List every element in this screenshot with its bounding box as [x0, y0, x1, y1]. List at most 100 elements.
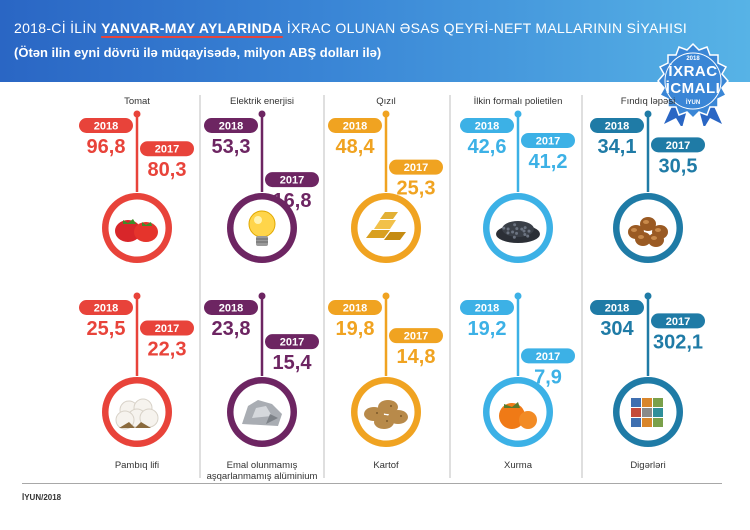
ixrac-icmali-badge: 2018 İXRAC İCMALI İYUN [650, 40, 736, 128]
year-2018-label: 2018 [605, 121, 629, 133]
export-item-card: 2018 25,5 2017 22,3 Pambıq lifi [79, 292, 194, 471]
export-item-card: 2018 96,8 2017 80,3 Tomat [79, 96, 194, 263]
footer-divider [22, 483, 722, 484]
value-2018: 53,3 [212, 136, 251, 158]
year-2017-label: 2017 [280, 175, 304, 187]
badge-month: İYUN [685, 100, 701, 106]
year-2018-pill [590, 118, 644, 133]
value-2018: 19,2 [468, 318, 507, 340]
export-item-card: 2018 19,2 2017 7,9 Xurma [460, 292, 575, 471]
connector-dot [644, 110, 652, 118]
tomato-icon [115, 219, 158, 242]
connector-dot [133, 292, 141, 300]
item-label: Fındıq ləpəsi [621, 96, 675, 107]
year-2018-pill [328, 300, 382, 315]
year-2017-pill [140, 320, 194, 336]
year-2018-label: 2018 [605, 303, 629, 315]
export-item-card: 2018 48,4 2017 25,3 Qızıl [328, 96, 443, 263]
title-highlight: YANVAR-MAY AYLARINDA [101, 20, 283, 36]
item-label: Tomat [124, 96, 150, 107]
badge-year: 2018 [686, 56, 700, 62]
year-2018-pill [79, 118, 133, 133]
year-2017-pill [521, 348, 575, 364]
year-2017-pill [265, 334, 319, 350]
year-2018-label: 2018 [475, 121, 499, 133]
value-2017: 80,3 [148, 159, 187, 181]
polyethylene-granules-icon [496, 221, 540, 243]
export-item-card: 2018 19,8 2017 14,8 Kartof [328, 292, 443, 471]
year-2017-label: 2017 [536, 135, 560, 147]
export-item-card: 2018 23,8 2017 15,4 Emal olunmamış aşqarlanma… [204, 292, 319, 482]
year-2018-label: 2018 [343, 303, 367, 315]
footer-text: İYUN/2018 [22, 493, 62, 502]
value-2017: 302,1 [653, 331, 703, 353]
item-label: Qızıl [376, 96, 396, 107]
export-item-card: 2018 42,6 2017 41,2 İlkin formalı polietilen [460, 96, 575, 263]
value-2017: 22,3 [148, 339, 187, 361]
connector-dot [514, 110, 522, 118]
persimmon-icon [499, 402, 537, 429]
year-2018-pill [460, 118, 514, 133]
year-2018-pill [328, 118, 382, 133]
year-2018-label: 2018 [94, 303, 118, 315]
value-2017: 25,3 [397, 178, 436, 200]
year-2017-label: 2017 [666, 316, 690, 328]
cotton-icon [115, 398, 159, 430]
year-2017-label: 2017 [155, 144, 179, 156]
year-2017-pill [265, 172, 319, 188]
value-2017: 30,5 [659, 155, 698, 177]
year-2017-pill [651, 137, 705, 153]
value-2018: 19,8 [336, 318, 375, 340]
badge-seal-icon [657, 42, 729, 120]
item-label: Kartof [373, 460, 399, 471]
value-2018: 25,5 [87, 318, 126, 340]
value-2018: 48,4 [336, 136, 376, 158]
value-2018: 23,8 [212, 318, 251, 340]
year-2017-label: 2017 [404, 331, 428, 343]
year-2018-pill [79, 300, 133, 315]
item-label: Digərləri [630, 460, 665, 471]
title-post: İXRAC OLUNAN ƏSAS QEYRİ-NEFT MALLARININ … [282, 20, 688, 36]
connector-dot [382, 110, 390, 118]
gold-bars-icon [366, 212, 406, 240]
value-2017: 15,4 [273, 352, 313, 374]
header-banner: 2018-Cİ İLİN YANVAR-MAY AYLARINDA İXRAC … [0, 0, 750, 82]
year-2017-label: 2017 [155, 323, 179, 335]
year-2018-label: 2018 [219, 121, 243, 133]
year-2018-pill [590, 300, 644, 315]
year-2017-label: 2017 [404, 162, 428, 174]
connector-dot [258, 292, 266, 300]
value-2018: 96,8 [87, 136, 126, 158]
value-2017: 14,8 [397, 346, 436, 368]
badge-line2: İCMALI [665, 80, 721, 97]
value-2017: 7,9 [534, 366, 562, 388]
item-label: Elektrik enerjisi [230, 96, 294, 107]
year-2017-label: 2017 [280, 337, 304, 349]
item-label: Xurma [504, 460, 533, 471]
year-2018-pill [204, 300, 258, 315]
export-item-card: 2018 34,1 2017 30,5 Fındıq ləpəsi [590, 96, 705, 263]
year-2017-label: 2017 [536, 351, 560, 363]
badge-line1: İXRAC [668, 63, 718, 80]
year-2017-label: 2017 [666, 140, 690, 152]
year-2017-pill [389, 328, 443, 344]
year-2017-pill [389, 159, 443, 175]
page-title: 2018-Cİ İLİN YANVAR-MAY AYLARINDA İXRAC … [14, 20, 687, 36]
year-2018-pill [460, 300, 514, 315]
hazelnut-icon [628, 217, 668, 247]
value-2018: 304 [600, 318, 634, 340]
item-label: Pambıq lifi [115, 460, 159, 471]
page-subtitle: (Ötən ilin eyni dövrü ilə müqayisədə, mi… [14, 45, 382, 60]
connector-dot [382, 292, 390, 300]
containers-icon [631, 398, 663, 427]
value-2017: 41,2 [529, 151, 568, 173]
year-2017-pill [140, 141, 194, 157]
connector-dot [514, 292, 522, 300]
connector-dot [258, 110, 266, 118]
connector-dot [644, 292, 652, 300]
year-2018-pill [204, 118, 258, 133]
year-2018-label: 2018 [343, 121, 367, 133]
value-2018: 42,6 [468, 136, 507, 158]
